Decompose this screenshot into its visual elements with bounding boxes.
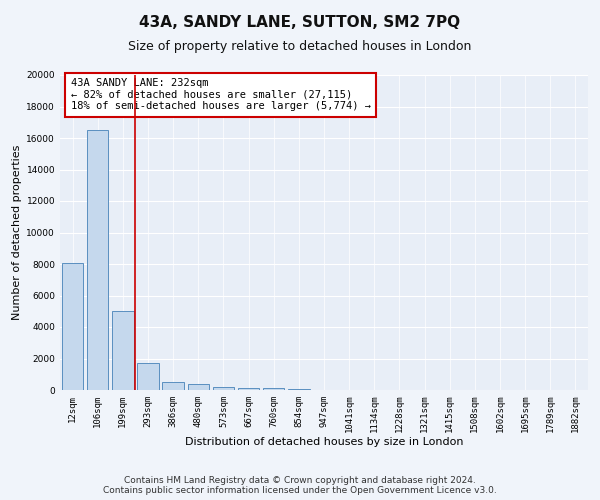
Bar [137, 363, 158, 390]
Bar [62, 263, 83, 390]
Bar [238, 388, 259, 390]
X-axis label: Distribution of detached houses by size in London: Distribution of detached houses by size … [185, 436, 463, 446]
Bar [87, 130, 109, 390]
Bar [288, 389, 310, 390]
Text: Size of property relative to detached houses in London: Size of property relative to detached ho… [128, 40, 472, 53]
Y-axis label: Number of detached properties: Number of detached properties [12, 145, 22, 320]
Text: Contains HM Land Registry data © Crown copyright and database right 2024.
Contai: Contains HM Land Registry data © Crown c… [103, 476, 497, 495]
Bar [188, 384, 209, 390]
Bar [112, 311, 134, 390]
Text: 43A, SANDY LANE, SUTTON, SM2 7PQ: 43A, SANDY LANE, SUTTON, SM2 7PQ [139, 15, 461, 30]
Bar [213, 387, 234, 390]
Bar [163, 382, 184, 390]
Bar [263, 388, 284, 390]
Text: 43A SANDY LANE: 232sqm
← 82% of detached houses are smaller (27,115)
18% of semi: 43A SANDY LANE: 232sqm ← 82% of detached… [71, 78, 371, 112]
